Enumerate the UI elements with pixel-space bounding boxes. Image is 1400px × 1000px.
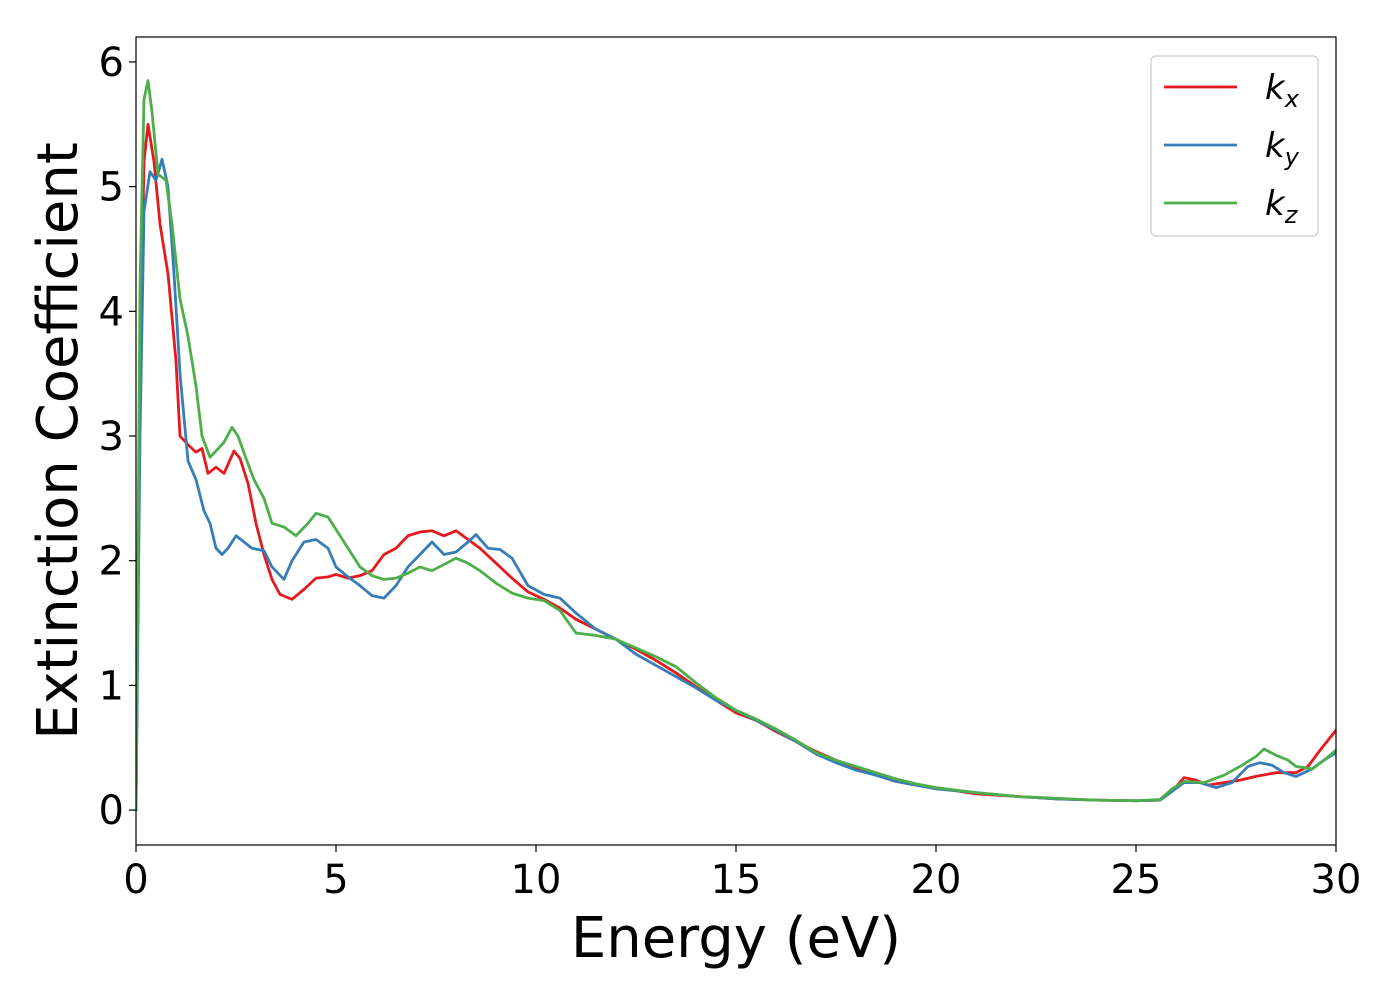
- legend-label: kz: [1265, 184, 1299, 229]
- x-tick-label: 5: [323, 857, 348, 903]
- y-axis-title: Extinction Coefficient: [26, 142, 91, 740]
- y-tick-label: 4: [99, 289, 124, 335]
- x-tick-label: 25: [1111, 857, 1162, 903]
- y-tick-label: 2: [99, 539, 124, 585]
- x-axis-title: Energy (eV): [571, 906, 901, 971]
- legend-label-subscript: z: [1284, 201, 1299, 229]
- x-tick-label: 20: [911, 857, 962, 903]
- y-axis: 0 1 2 3 4 5 6: [99, 40, 136, 834]
- series-lines: [136, 79, 1336, 812]
- series-line-kz: [136, 79, 1336, 812]
- y-tick-label: 0: [99, 788, 124, 834]
- x-tick-label: 30: [1311, 857, 1362, 903]
- legend-label-subscript: x: [1284, 85, 1300, 113]
- x-axis: 0 5 10 15 20 25 30: [123, 845, 1361, 903]
- y-tick-label: 1: [99, 663, 124, 709]
- x-tick-label: 10: [511, 857, 562, 903]
- x-tick-label: 0: [123, 857, 148, 903]
- legend-label-subscript: y: [1284, 143, 1300, 171]
- y-tick-label: 3: [99, 414, 124, 460]
- y-tick-label: 5: [99, 165, 124, 211]
- x-tick-label: 15: [711, 857, 762, 903]
- y-tick-label: 6: [99, 40, 124, 86]
